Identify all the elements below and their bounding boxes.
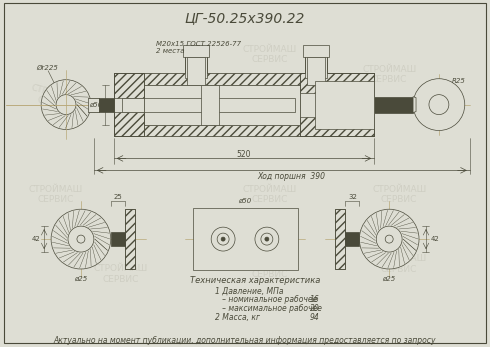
Text: 25: 25 (113, 194, 122, 200)
Bar (99, 98, 114, 112)
Text: Ход поршня  390: Ход поршня 390 (258, 172, 326, 181)
Text: СТРОЙМАШ
СЕРВИС: СТРОЙМАШ СЕРВИС (243, 259, 297, 279)
Bar (374, 96, 413, 112)
Bar (114, 125, 374, 136)
Bar (300, 73, 374, 136)
Text: 94: 94 (310, 313, 319, 322)
Bar (345, 232, 359, 246)
Bar (114, 98, 294, 112)
Bar (124, 209, 135, 269)
Text: СТРОЙМАШ
СЕРВИС: СТРОЙМАШ СЕРВИС (372, 185, 426, 204)
Bar (315, 81, 374, 128)
Circle shape (255, 227, 279, 251)
Bar (201, 85, 219, 125)
Text: 42: 42 (431, 236, 440, 242)
Circle shape (41, 80, 91, 129)
Circle shape (68, 226, 94, 252)
Bar (124, 209, 135, 269)
Bar (114, 73, 374, 85)
Circle shape (385, 235, 393, 243)
Text: 42: 42 (32, 236, 41, 242)
Bar (193, 208, 298, 270)
Text: 2 места: 2 места (155, 48, 184, 54)
Text: СТРОЙМАШ
СЕРВИС: СТРОЙМАШ СЕРВИС (27, 83, 85, 116)
Text: ЦГ-50.25х390.22: ЦГ-50.25х390.22 (185, 11, 305, 25)
Text: – номинальное рабочее: – номинальное рабочее (215, 295, 318, 304)
Text: СТРОЙМАШ
СЕРВИС: СТРОЙМАШ СЕРВИС (94, 264, 148, 283)
Text: СТРОЙМАШ
СЕРВИС: СТРОЙМАШ СЕРВИС (243, 45, 297, 65)
Bar (122, 98, 144, 112)
Circle shape (217, 233, 229, 245)
Text: Техническая характеристика: Техническая характеристика (190, 277, 320, 286)
Text: ø25: ø25 (383, 276, 396, 282)
Bar (187, 57, 205, 85)
Text: 16: 16 (310, 295, 319, 304)
Bar (303, 45, 328, 57)
Circle shape (56, 95, 76, 115)
Bar (300, 93, 374, 117)
Circle shape (359, 209, 419, 269)
Circle shape (51, 209, 111, 269)
Bar (336, 209, 345, 269)
Bar (114, 73, 374, 136)
Text: ø50: ø50 (89, 102, 102, 108)
Circle shape (265, 237, 269, 241)
Text: 1 Давление, МПа: 1 Давление, МПа (215, 286, 284, 295)
Text: 520: 520 (237, 150, 251, 159)
Text: R25: R25 (452, 78, 466, 84)
Circle shape (261, 233, 273, 245)
Bar (183, 45, 209, 57)
Circle shape (413, 79, 465, 130)
Text: СТРОЙМАШ
СЕРВИС: СТРОЙМАШ СЕРВИС (243, 185, 297, 204)
Text: – максимальное рабочее: – максимальное рабочее (215, 304, 322, 313)
Text: М20х15 ГОСТ 22526-77: М20х15 ГОСТ 22526-77 (155, 41, 241, 47)
Bar (336, 209, 345, 269)
Circle shape (376, 226, 402, 252)
Text: СТРОЙМАШ
СЕРВИС: СТРОЙМАШ СЕРВИС (372, 254, 426, 274)
Circle shape (429, 95, 449, 115)
Bar (185, 50, 207, 78)
Bar (114, 85, 374, 125)
Bar (114, 73, 144, 136)
Circle shape (211, 227, 235, 251)
Circle shape (77, 235, 85, 243)
Text: 20: 20 (310, 304, 319, 313)
Polygon shape (88, 98, 99, 112)
Text: 2 Масса, кг: 2 Масса, кг (215, 313, 260, 322)
Text: СТРОЙМАШ
СЕРВИС: СТРОЙМАШ СЕРВИС (29, 185, 83, 204)
Bar (300, 73, 374, 136)
Text: ø50: ø50 (238, 198, 252, 204)
Text: 32: 32 (348, 194, 357, 200)
Text: Ør225: Ør225 (36, 65, 58, 71)
Text: СТРОЙМАШ
СЕРВИС: СТРОЙМАШ СЕРВИС (362, 65, 416, 84)
Text: Актуально на момент публикации, дополнительная информация предоставляется по зап: Актуально на момент публикации, дополнит… (54, 336, 436, 345)
Bar (307, 57, 324, 85)
Bar (114, 73, 144, 136)
Bar (305, 50, 326, 78)
Polygon shape (413, 96, 416, 112)
Bar (111, 232, 124, 246)
Text: ø25: ø25 (74, 276, 88, 282)
Circle shape (221, 237, 225, 241)
